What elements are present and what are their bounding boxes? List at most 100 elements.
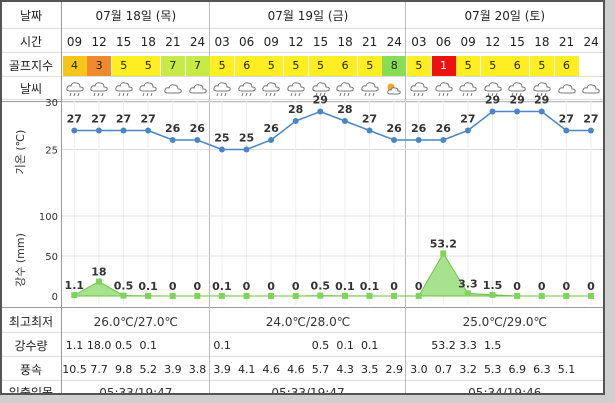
hour-cell: 21 xyxy=(558,35,575,49)
cloud-icon xyxy=(554,78,579,100)
rain-data-label: 0 xyxy=(243,280,251,293)
hour-cell: 18 xyxy=(337,35,353,49)
wind-value: 6.9 xyxy=(508,363,527,376)
rain-point xyxy=(243,293,250,299)
golf-index-cell: 6 xyxy=(554,56,579,76)
temp-point xyxy=(71,127,78,134)
temp-data-label: 26 xyxy=(263,122,279,135)
wind-value: 3.2 xyxy=(459,363,477,376)
golf-index-cell: 4 xyxy=(62,56,87,76)
golf-index-cell: 5 xyxy=(259,56,284,76)
golf-index-cell: 5 xyxy=(529,56,554,76)
rain-data-label: 0 xyxy=(538,280,546,293)
rain-icon xyxy=(234,78,259,100)
temp-point xyxy=(243,146,250,153)
wind-value: 3.8 xyxy=(188,363,207,376)
temp-data-label: 27 xyxy=(559,113,574,126)
temp-point xyxy=(366,127,373,134)
row-divider xyxy=(2,332,603,333)
cloud-icon xyxy=(160,78,185,100)
precip-value: 0.5 xyxy=(114,339,133,352)
temp-data-label: 26 xyxy=(411,122,427,135)
wind-value: 3.5 xyxy=(360,363,379,376)
temp-line xyxy=(74,110,591,151)
weather-row-label: 날씨 xyxy=(19,82,43,96)
wind-value: 4.3 xyxy=(336,363,354,376)
forecast-charts: 기온 (℃) 강수 (mm) 25 30 27 27 27 27 26 26 25 25 26 28 29 2… xyxy=(14,94,603,305)
day-sunrise-sunset: 05:33/19:47 xyxy=(271,386,345,395)
temp-data-label: 27 xyxy=(116,113,131,126)
rain-point xyxy=(194,293,201,299)
rain-data-label: 3.3 xyxy=(458,277,478,290)
max-min-row-label: 최고최저 xyxy=(8,315,54,329)
precip-value: 0.5 xyxy=(311,339,330,352)
rain-point xyxy=(341,292,348,299)
temp-data-label: 28 xyxy=(288,103,303,116)
temp-point xyxy=(218,146,225,153)
wind-value: 5.2 xyxy=(139,363,158,376)
temp-tick-label: 25 xyxy=(45,146,58,157)
day-header: 07월 18일 (목) xyxy=(95,9,177,23)
hour-cell: 12 xyxy=(91,35,107,49)
temp-point xyxy=(194,137,201,143)
hour-cell: 21 xyxy=(362,35,378,49)
wind-value: 4.6 xyxy=(287,363,305,376)
hour-cell: 18 xyxy=(140,35,156,49)
hour-cell: 06 xyxy=(435,35,452,49)
rain-icon xyxy=(308,78,333,100)
temp-point xyxy=(317,108,324,115)
golf-index-cell: 5 xyxy=(136,56,161,76)
day-header: 07월 20일 (토) xyxy=(464,9,546,23)
hour-cell: 03 xyxy=(214,35,230,49)
rain-icon xyxy=(62,78,87,100)
rain-icon xyxy=(406,78,431,100)
golf-index-cell: 5 xyxy=(456,56,481,76)
hour-cell: 12 xyxy=(485,35,501,49)
hour-cell: 09 xyxy=(263,35,279,49)
hour-cell: 21 xyxy=(165,35,181,49)
rain-data-label: 0.1 xyxy=(335,280,355,293)
wind-value: 5.3 xyxy=(483,363,502,376)
temp-point xyxy=(514,108,521,115)
date-row-label: 날짜 xyxy=(19,9,43,23)
golf-index-cell: 5 xyxy=(111,56,136,76)
temp-data-label: 28 xyxy=(337,103,352,116)
rain-data-label: 0 xyxy=(169,280,177,293)
hour-cell: 03 xyxy=(411,35,427,49)
rain-point xyxy=(464,290,471,297)
golf-index-cell: 5 xyxy=(406,56,431,76)
temp-tick-label: 30 xyxy=(45,98,58,109)
rain-data-label: 53.2 xyxy=(430,237,457,250)
precip-value: 0.1 xyxy=(213,339,231,352)
temp-axis-label: 기온 (℃) xyxy=(14,130,27,175)
wind-value: 5.1 xyxy=(557,363,576,376)
rain-icon xyxy=(136,78,161,100)
precip-value: 1.1 xyxy=(65,339,84,352)
temp-data-label: 27 xyxy=(140,113,155,126)
rain-data-label: 0 xyxy=(193,280,201,293)
rain-icon xyxy=(259,78,284,100)
precip-value: 1.5 xyxy=(483,339,502,352)
temp-data-label: 29 xyxy=(313,94,328,107)
rain-point xyxy=(538,293,545,299)
precip-value: 0.1 xyxy=(336,339,354,352)
rain-point xyxy=(169,293,176,299)
wind-value: 4.6 xyxy=(262,363,281,376)
rain-data-label: 0.1 xyxy=(212,280,232,293)
rain-icon xyxy=(283,78,308,100)
day-header: 07월 19일 (금) xyxy=(267,9,349,23)
day-separator xyxy=(405,2,407,393)
row-divider xyxy=(2,380,603,381)
sunrise-sunset-row-label: 일출일몰 xyxy=(8,386,54,395)
temp-data-label: 29 xyxy=(485,94,500,107)
wind-value: 9.8 xyxy=(114,363,133,376)
rain-point xyxy=(145,292,152,299)
rain-point xyxy=(71,292,78,299)
golf-index-cell: 1 xyxy=(431,56,456,76)
rain-area xyxy=(73,252,591,297)
rain-data-label: 0.5 xyxy=(311,280,331,293)
golf-index-cell: 6 xyxy=(505,56,530,76)
hour-cell: 24 xyxy=(583,35,599,49)
hour-cell: 18 xyxy=(534,35,550,49)
rain-data-label: 1.1 xyxy=(65,279,85,292)
